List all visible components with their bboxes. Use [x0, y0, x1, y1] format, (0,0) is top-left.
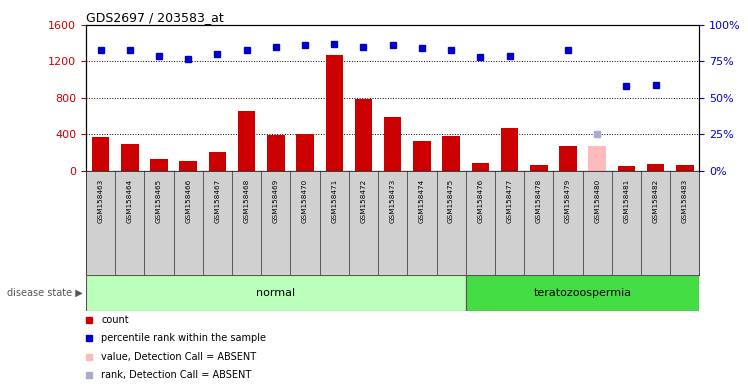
Bar	[355, 99, 373, 171]
Text: rank, Detection Call = ABSENT: rank, Detection Call = ABSENT	[102, 370, 251, 380]
Text: teratozoospermia: teratozoospermia	[533, 288, 631, 298]
Text: GSM158483: GSM158483	[681, 179, 687, 223]
Text: GSM158481: GSM158481	[623, 179, 629, 223]
Text: GSM158474: GSM158474	[419, 179, 425, 223]
Bar	[676, 166, 693, 171]
Text: GSM158477: GSM158477	[506, 179, 512, 223]
Text: GSM158479: GSM158479	[565, 179, 571, 223]
Text: count: count	[102, 315, 129, 325]
Bar	[442, 136, 460, 171]
Text: GSM158465: GSM158465	[156, 179, 162, 223]
Bar	[413, 141, 431, 171]
Bar	[92, 137, 109, 171]
Text: GSM158478: GSM158478	[536, 179, 542, 223]
Text: GSM158466: GSM158466	[186, 179, 191, 223]
Text: GSM158476: GSM158476	[477, 179, 483, 223]
Text: GSM158464: GSM158464	[127, 179, 133, 223]
Text: GSM158467: GSM158467	[215, 179, 221, 223]
Text: GSM158468: GSM158468	[244, 179, 250, 223]
Text: value, Detection Call = ABSENT: value, Detection Call = ABSENT	[102, 352, 257, 362]
Bar	[500, 128, 518, 171]
Text: GSM158470: GSM158470	[302, 179, 308, 223]
Bar	[325, 55, 343, 171]
Text: GSM158482: GSM158482	[652, 179, 658, 223]
Bar	[209, 152, 226, 171]
Bar	[384, 117, 402, 171]
Bar	[530, 166, 548, 171]
Bar	[121, 144, 138, 171]
Text: GSM158463: GSM158463	[98, 179, 104, 223]
Text: GDS2697 / 203583_at: GDS2697 / 203583_at	[86, 11, 224, 24]
Bar	[267, 135, 285, 171]
Bar	[180, 161, 197, 171]
Text: GSM158471: GSM158471	[331, 179, 337, 223]
Bar	[618, 166, 635, 171]
Text: GSM158475: GSM158475	[448, 179, 454, 223]
Bar	[560, 146, 577, 171]
Text: disease state ▶: disease state ▶	[7, 288, 82, 298]
Bar	[238, 111, 255, 171]
Text: normal: normal	[257, 288, 295, 298]
Text: GSM158469: GSM158469	[273, 179, 279, 223]
Bar	[647, 164, 664, 171]
Bar	[86, 275, 466, 311]
Bar	[150, 159, 168, 171]
Text: GSM158472: GSM158472	[361, 179, 367, 223]
Text: GSM158473: GSM158473	[390, 179, 396, 223]
Bar	[589, 146, 606, 171]
Bar	[466, 275, 699, 311]
Text: percentile rank within the sample: percentile rank within the sample	[102, 333, 266, 343]
Bar	[296, 134, 314, 171]
Text: GSM158480: GSM158480	[594, 179, 600, 223]
Bar	[471, 163, 489, 171]
